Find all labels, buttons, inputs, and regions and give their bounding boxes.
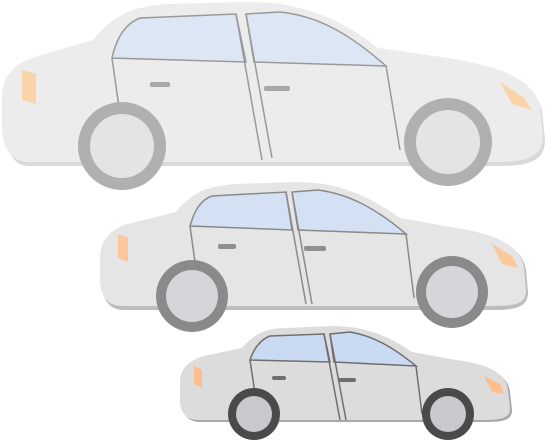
rear-rim <box>166 270 218 322</box>
rear-light <box>118 234 128 262</box>
rear-light <box>22 70 36 104</box>
rear-window <box>189 191 293 231</box>
front-door-handle <box>338 378 356 382</box>
rear-light <box>194 366 202 388</box>
front-door-handle <box>304 246 326 251</box>
rear-window <box>248 333 331 363</box>
large-sedan <box>2 2 545 190</box>
rear-door-handle <box>150 82 170 87</box>
headlight <box>500 82 532 110</box>
front-window <box>291 189 409 235</box>
medium-sedan <box>100 182 528 332</box>
headlight <box>484 376 504 394</box>
small-sedan <box>180 326 512 440</box>
rear-door-handle <box>218 244 236 249</box>
rear-rim <box>90 114 154 178</box>
headlight <box>492 244 518 268</box>
front-door-handle <box>264 86 290 91</box>
front-window <box>245 11 389 67</box>
rear-rim <box>236 396 272 432</box>
front-rim <box>430 396 466 432</box>
front-rim <box>416 110 480 174</box>
front-rim <box>426 266 478 318</box>
door-lines <box>249 333 423 421</box>
front-window <box>329 331 419 367</box>
rear-door-handle <box>272 376 286 380</box>
rear-window <box>111 13 247 63</box>
